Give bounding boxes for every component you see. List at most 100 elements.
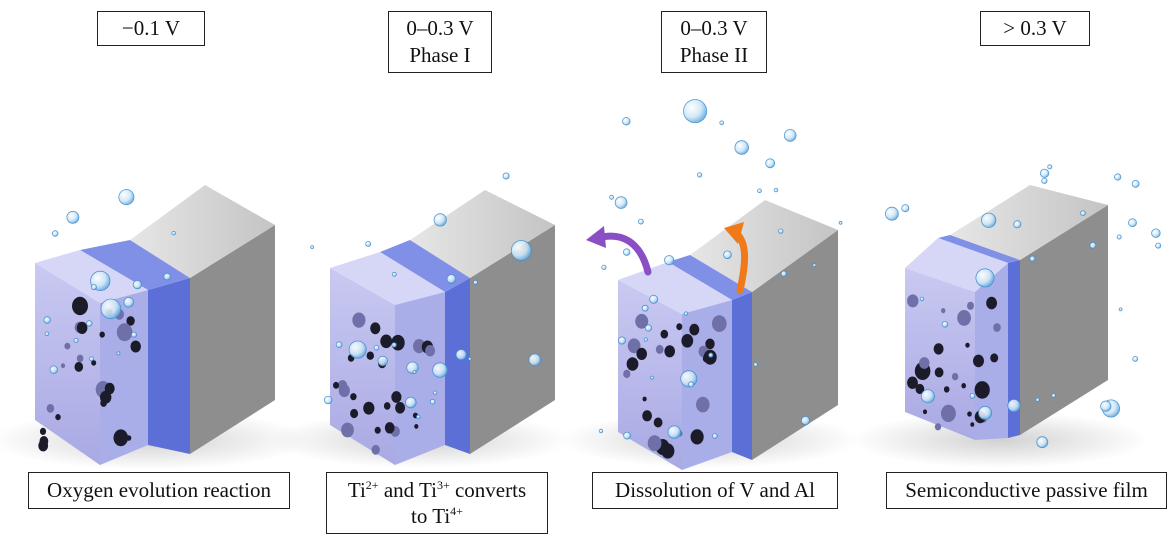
bubble-icon bbox=[638, 218, 644, 225]
bubble-icon bbox=[765, 158, 776, 169]
bubble-icon bbox=[609, 194, 614, 200]
pore bbox=[993, 323, 1001, 332]
bubble-icon bbox=[130, 331, 137, 338]
bubble-icon bbox=[780, 270, 787, 277]
bubble-icon bbox=[335, 341, 343, 349]
bubble-icon bbox=[920, 389, 935, 404]
bubble-icon bbox=[601, 264, 607, 270]
bubble-icon bbox=[773, 187, 779, 193]
bubble-icon bbox=[43, 316, 51, 324]
pore bbox=[338, 384, 350, 398]
bubble-icon bbox=[310, 245, 315, 250]
stage2-caption-line1: Ti2+ and Ti3+ converts bbox=[347, 478, 527, 502]
bubble-icon bbox=[1007, 398, 1021, 413]
stage3-voltage: 0–0.3 V bbox=[680, 16, 748, 40]
pore bbox=[374, 426, 381, 434]
pore bbox=[990, 353, 999, 363]
bubble-icon bbox=[664, 255, 675, 266]
bubble-icon bbox=[1029, 255, 1036, 262]
pore bbox=[113, 429, 129, 447]
pore bbox=[689, 323, 700, 336]
stage3-voltage-label: 0–0.3 V Phase II bbox=[661, 11, 767, 73]
stage1-voltage-label: −0.1 V bbox=[97, 11, 205, 46]
pore bbox=[957, 310, 971, 326]
bubble-icon bbox=[391, 271, 397, 277]
pore bbox=[352, 312, 366, 328]
pore bbox=[414, 424, 419, 429]
bubble-icon bbox=[391, 342, 397, 348]
bubble-icon bbox=[975, 268, 995, 288]
bubble-icon bbox=[1089, 241, 1097, 249]
pore bbox=[370, 322, 381, 335]
bubble-icon bbox=[49, 365, 58, 374]
stage3-phase: Phase II bbox=[679, 43, 749, 67]
pore bbox=[690, 429, 704, 445]
bubble-icon bbox=[86, 320, 93, 327]
bubble-icon bbox=[683, 99, 708, 124]
pore bbox=[333, 381, 339, 389]
pore bbox=[712, 315, 727, 332]
bubble-icon bbox=[981, 212, 997, 228]
bubble-icon bbox=[598, 428, 604, 434]
pore bbox=[636, 347, 647, 360]
bubble-icon bbox=[734, 140, 749, 155]
bubble-icon bbox=[406, 361, 419, 374]
pore bbox=[625, 370, 630, 376]
bubble-icon bbox=[688, 381, 695, 388]
bubble-icon bbox=[1100, 400, 1112, 412]
pore bbox=[74, 361, 84, 372]
pore bbox=[907, 376, 918, 389]
pore bbox=[366, 351, 374, 360]
bubble-icon bbox=[116, 351, 121, 356]
pore bbox=[940, 404, 956, 422]
stage2-block bbox=[270, 190, 570, 468]
bubble-icon bbox=[614, 196, 628, 209]
bubble-icon bbox=[44, 331, 50, 337]
stage4-caption-box: Semiconductive passive film bbox=[886, 472, 1167, 509]
pore bbox=[383, 402, 391, 410]
pore bbox=[371, 444, 380, 455]
bubble-icon bbox=[712, 433, 718, 439]
bubble-icon bbox=[1151, 228, 1161, 238]
bubble-icon bbox=[978, 405, 993, 420]
pore bbox=[350, 393, 357, 401]
bubble-icon bbox=[783, 129, 797, 142]
bubble-icon bbox=[622, 117, 631, 126]
bubble-icon bbox=[1155, 242, 1162, 249]
bubble-icon bbox=[348, 340, 367, 359]
bubble-icon bbox=[1116, 234, 1122, 240]
bubble-icon bbox=[708, 352, 714, 358]
bubble-icon bbox=[123, 296, 135, 308]
pore bbox=[100, 390, 112, 404]
stage2-caption-line2: to Ti4+ bbox=[411, 504, 463, 528]
pore bbox=[72, 296, 88, 316]
bubble-icon bbox=[800, 415, 811, 426]
bubble-icon bbox=[433, 213, 447, 227]
pore bbox=[986, 296, 997, 310]
pore bbox=[653, 417, 663, 428]
bubble-icon bbox=[650, 375, 654, 380]
bubble-icon bbox=[446, 274, 457, 284]
pore bbox=[126, 316, 135, 326]
bubble-icon bbox=[1013, 220, 1022, 229]
pore bbox=[647, 435, 662, 452]
pore bbox=[933, 343, 944, 355]
bubble-icon bbox=[473, 279, 478, 285]
bubble-icon bbox=[1132, 355, 1139, 362]
bubble-icon bbox=[667, 425, 682, 439]
pore bbox=[384, 422, 395, 434]
pore bbox=[395, 402, 406, 414]
pore bbox=[627, 338, 641, 354]
pore bbox=[55, 414, 61, 421]
pore bbox=[907, 294, 919, 308]
stage3-block bbox=[560, 200, 860, 470]
pore bbox=[943, 386, 950, 393]
pore bbox=[967, 301, 974, 310]
bubble-icon bbox=[52, 230, 59, 237]
bubble-icon bbox=[885, 206, 899, 221]
stage1-block bbox=[0, 185, 310, 470]
bubble-icon bbox=[838, 220, 843, 225]
pore bbox=[635, 313, 649, 329]
stage4-voltage-label: > 0.3 V bbox=[980, 11, 1090, 46]
